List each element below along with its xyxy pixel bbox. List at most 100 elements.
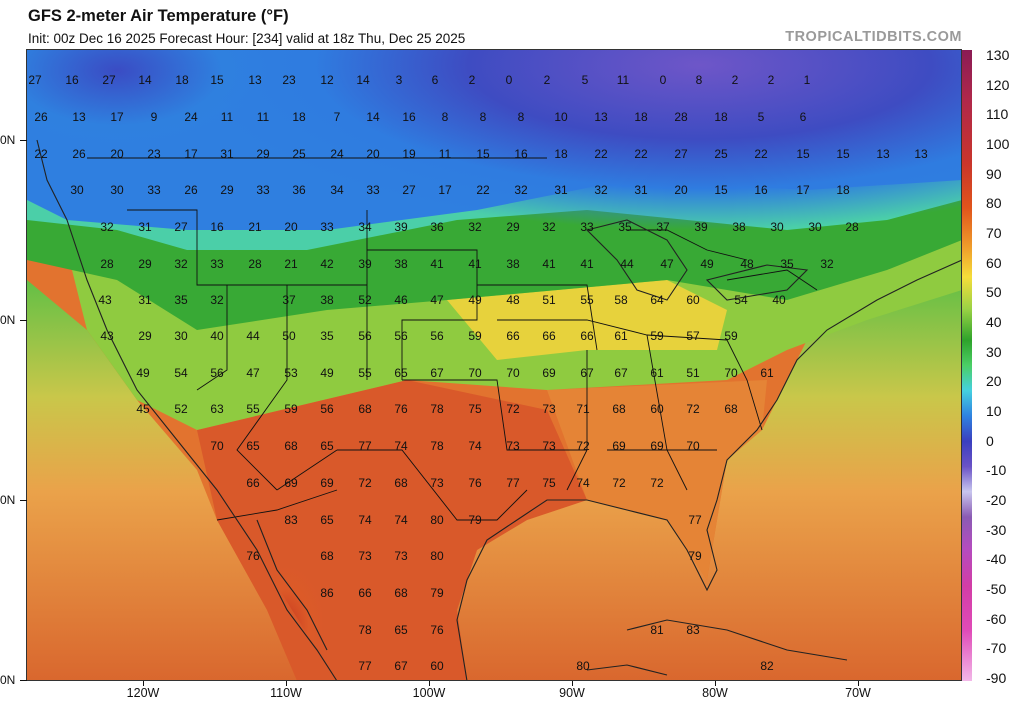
temperature-value: 60 (650, 402, 664, 416)
lat-tick (20, 500, 27, 501)
temperature-value: 19 (402, 147, 416, 161)
colorbar-label: 20 (986, 373, 1002, 390)
temperature-value: 49 (320, 366, 334, 380)
temperature-value: 76 (394, 402, 408, 416)
temperature-value: 72 (612, 476, 626, 490)
temperature-value: 59 (724, 329, 738, 343)
colorbar-label: 40 (986, 314, 1002, 330)
lon-tick (572, 681, 573, 686)
temperature-value: 78 (430, 439, 444, 453)
temperature-labels: 27 16 27 14 18 15 13 23 12 14 3 6 2 0 2 5 11 0 8 2 2 126 13 17 9… (28, 73, 928, 673)
temperature-value: 78 (430, 402, 444, 416)
temperature-value: 38 (506, 257, 520, 271)
temperature-value: 24 (184, 110, 198, 124)
temperature-value: 40 (210, 329, 224, 343)
temperature-value: 69 (612, 439, 626, 453)
temperature-value: 56 (430, 329, 444, 343)
temperature-value: 68 (284, 439, 298, 453)
temperature-value: 83 (686, 623, 700, 637)
temperature-value: 49 (136, 366, 150, 380)
temperature-value: 22 (34, 147, 48, 161)
temperature-value: 69 (320, 476, 334, 490)
colorbar-label: -60 (986, 610, 1007, 627)
temperature-value: 2 (469, 73, 476, 87)
temperature-value: 75 (542, 476, 556, 490)
temperature-value: 14 (356, 73, 370, 87)
temperature-value: 80 (576, 659, 590, 673)
temperature-value: 15 (476, 147, 490, 161)
coastlines (36, 139, 962, 681)
temperature-value: 44 (620, 257, 634, 271)
temperature-value: 0 (660, 73, 667, 87)
colorbar-label: 130 (986, 47, 1010, 63)
colorbar-label: -70 (986, 640, 1007, 657)
temperature-value: 27 (102, 73, 116, 87)
temperature-map[interactable]: 27 16 27 14 18 15 13 23 12 14 3 6 2 0 2 5 11 0 8 2 2 1 26 13 17 9… (27, 50, 962, 681)
colorbar-label: 90 (986, 165, 1002, 182)
lon-tick (143, 681, 144, 686)
temperature-value: 14 (366, 110, 380, 124)
header: GFS 2-meter Air Temperature (°F) Init: 0… (0, 0, 1019, 50)
temperature-value: 2 (732, 73, 739, 87)
temperature-value: 33 (580, 220, 594, 234)
temperature-value: 13 (72, 110, 86, 124)
temperature-value: 29 (138, 257, 152, 271)
temperature-value: 18 (634, 110, 648, 124)
lon-tick (858, 681, 859, 686)
lat-tick (20, 320, 27, 321)
temperature-value: 38 (320, 293, 334, 307)
temperature-value: 72 (358, 476, 372, 490)
temperature-value: 25 (714, 147, 728, 161)
temperature-value: 41 (580, 257, 594, 271)
temperature-value: 39 (694, 220, 708, 234)
temperature-value: 10 (554, 110, 568, 124)
temperature-value: 30 (70, 183, 84, 197)
temperature-value: 76 (430, 623, 444, 637)
temperature-value: 55 (358, 366, 372, 380)
temperature-value: 41 (542, 257, 556, 271)
temperature-value: 86 (320, 586, 334, 600)
lon-label: 80W (702, 686, 728, 700)
temperature-value: 30 (174, 329, 188, 343)
temperature-value: 35 (174, 293, 188, 307)
temperature-value: 56 (394, 329, 408, 343)
temperature-value: 15 (836, 147, 850, 161)
boundaries (87, 157, 818, 521)
temperature-value: 70 (506, 366, 520, 380)
temperature-value: 50 (282, 329, 296, 343)
colorbar-label: 0 (986, 432, 994, 449)
temperature-value: 51 (686, 366, 700, 380)
temperature-value: 31 (220, 147, 234, 161)
temperature-value: 49 (700, 257, 714, 271)
temperature-value: 69 (542, 366, 556, 380)
temperature-value: 59 (468, 329, 482, 343)
temperature-value: 70 (686, 439, 700, 453)
temperature-value: 18 (292, 110, 306, 124)
temperature-value: 38 (394, 257, 408, 271)
temperature-value: 35 (780, 257, 794, 271)
temperature-value: 39 (394, 220, 408, 234)
lon-label: 100W (412, 686, 446, 700)
temperature-value: 73 (358, 549, 372, 563)
temperature-value: 68 (612, 402, 626, 416)
temperature-value: 20 (366, 147, 380, 161)
lon-tick (429, 681, 430, 686)
temperature-value: 18 (714, 110, 728, 124)
temperature-value: 34 (358, 220, 372, 234)
temperature-value: 25 (292, 147, 306, 161)
temperature-colorbar (962, 50, 972, 681)
temperature-value: 74 (394, 439, 408, 453)
temperature-value: 13 (594, 110, 608, 124)
temperature-value: 67 (580, 366, 594, 380)
temperature-value: 8 (696, 73, 703, 87)
temperature-value: 41 (430, 257, 444, 271)
temperature-value: 58 (614, 293, 628, 307)
temperature-value: 14 (138, 73, 152, 87)
temperature-value: 23 (282, 73, 296, 87)
temperature-value: 32 (100, 220, 114, 234)
temperature-value: 37 (282, 293, 296, 307)
colorbar-label: 80 (986, 195, 1002, 212)
temperature-value: 18 (836, 183, 850, 197)
temperature-value: 20 (674, 183, 688, 197)
temperature-value: 69 (650, 439, 664, 453)
